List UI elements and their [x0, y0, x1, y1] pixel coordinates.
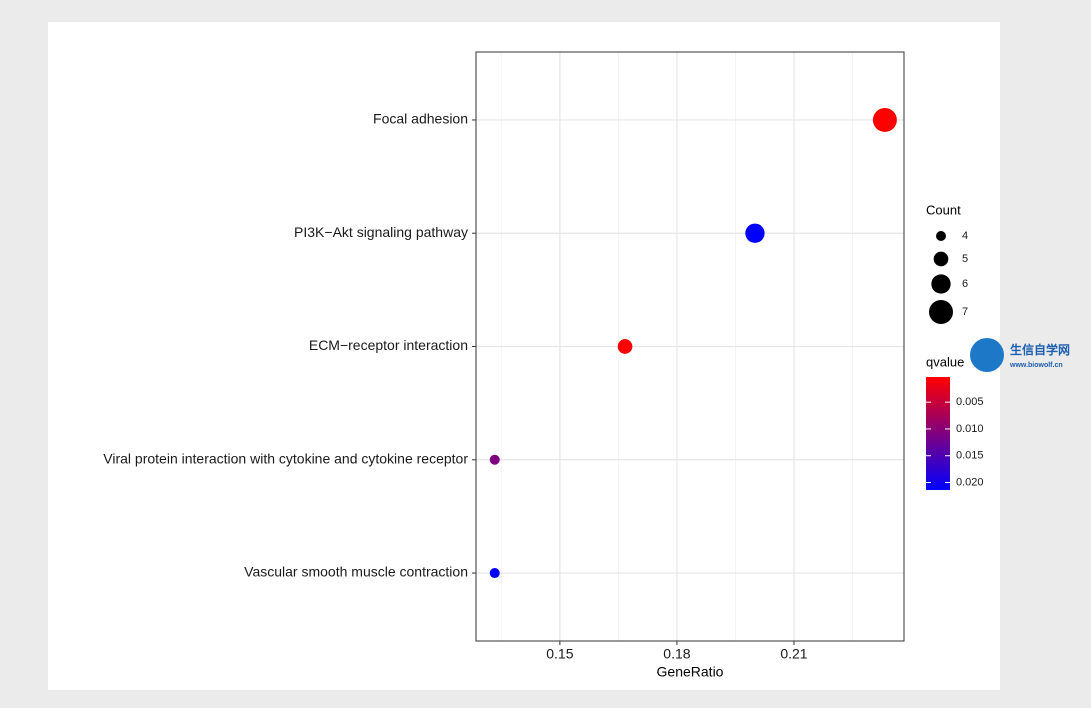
dot	[489, 568, 500, 579]
size-legend-title: Count	[926, 202, 961, 217]
size-legend-key	[933, 251, 949, 267]
size-legend-key	[931, 274, 951, 294]
watermark-logo	[970, 338, 1004, 372]
y-tick-label: Vascular smooth muscle contraction	[244, 564, 468, 580]
dot	[489, 454, 500, 465]
size-legend-label: 6	[962, 278, 968, 290]
size-legend-label: 7	[962, 306, 968, 318]
dot	[745, 223, 765, 243]
colorbar-label: 0.010	[956, 423, 984, 435]
color-legend-title: qvalue	[926, 354, 964, 369]
colorbar-label: 0.020	[956, 476, 984, 488]
size-legend-label: 5	[962, 253, 968, 265]
size-legend-key	[936, 231, 946, 241]
colorbar-label: 0.015	[956, 450, 984, 462]
size-legend-key	[929, 300, 953, 324]
colorbar	[926, 377, 950, 490]
x-tick-label: 0.18	[663, 646, 690, 662]
dot	[872, 107, 897, 132]
watermark-url: www.biowolf.cn	[1009, 362, 1063, 369]
y-tick-label: PI3K−Akt signaling pathway	[294, 224, 468, 240]
watermark: 生信自学网 www.biowolf.cn	[970, 338, 1070, 372]
colorbar-label: 0.005	[956, 396, 984, 408]
x-tick-label: 0.15	[546, 646, 573, 662]
y-tick-label: Focal adhesion	[373, 111, 468, 127]
dot	[617, 339, 633, 354]
watermark-title: 生信自学网	[1010, 342, 1070, 357]
x-axis-title: GeneRatio	[657, 664, 724, 680]
size-legend-label: 4	[962, 230, 968, 242]
x-tick-label: 0.21	[780, 646, 807, 662]
y-tick-label: Viral protein interaction with cytokine …	[103, 450, 468, 466]
y-tick-label: ECM−receptor interaction	[309, 337, 468, 353]
